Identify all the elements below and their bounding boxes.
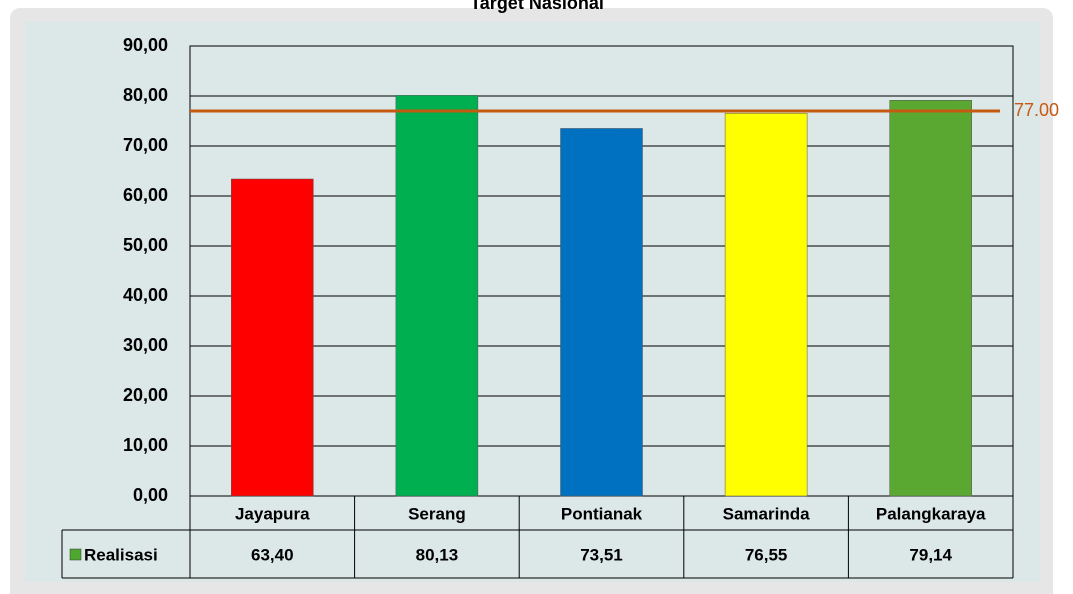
legend-swatch bbox=[69, 548, 82, 561]
y-tick-label: 70,00 bbox=[123, 135, 168, 155]
y-tick-label: 40,00 bbox=[123, 285, 168, 305]
chart-title: Target Nasional bbox=[470, 0, 604, 13]
bar-shade bbox=[889, 100, 972, 497]
value-label: 63,40 bbox=[251, 545, 294, 564]
y-tick-label: 30,00 bbox=[123, 335, 168, 355]
bar-shade bbox=[724, 113, 808, 497]
y-tick-label: 10,00 bbox=[123, 435, 168, 455]
target-label: 77.00 bbox=[1014, 100, 1059, 120]
y-tick-label: 0,00 bbox=[133, 485, 168, 505]
y-tick-label: 90,00 bbox=[123, 35, 168, 55]
value-label: 76,55 bbox=[745, 545, 788, 564]
category-label: Jayapura bbox=[235, 504, 310, 523]
y-tick-label: 50,00 bbox=[123, 235, 168, 255]
y-tick-label: 60,00 bbox=[123, 185, 168, 205]
category-label: Serang bbox=[408, 504, 466, 523]
plot-background bbox=[25, 22, 1040, 582]
legend-label: Realisasi bbox=[84, 545, 158, 564]
y-tick-label: 80,00 bbox=[123, 85, 168, 105]
y-tick-label: 20,00 bbox=[123, 385, 168, 405]
bar-shade bbox=[395, 95, 479, 497]
category-label: Palangkaraya bbox=[876, 504, 986, 523]
value-label: 73,51 bbox=[580, 545, 623, 564]
bar-shade bbox=[560, 128, 643, 497]
category-label: Samarinda bbox=[723, 504, 810, 523]
bar-shade bbox=[231, 178, 314, 497]
value-label: 79,14 bbox=[909, 545, 952, 564]
category-label: Pontianak bbox=[561, 504, 643, 523]
value-label: 80,13 bbox=[416, 545, 459, 564]
